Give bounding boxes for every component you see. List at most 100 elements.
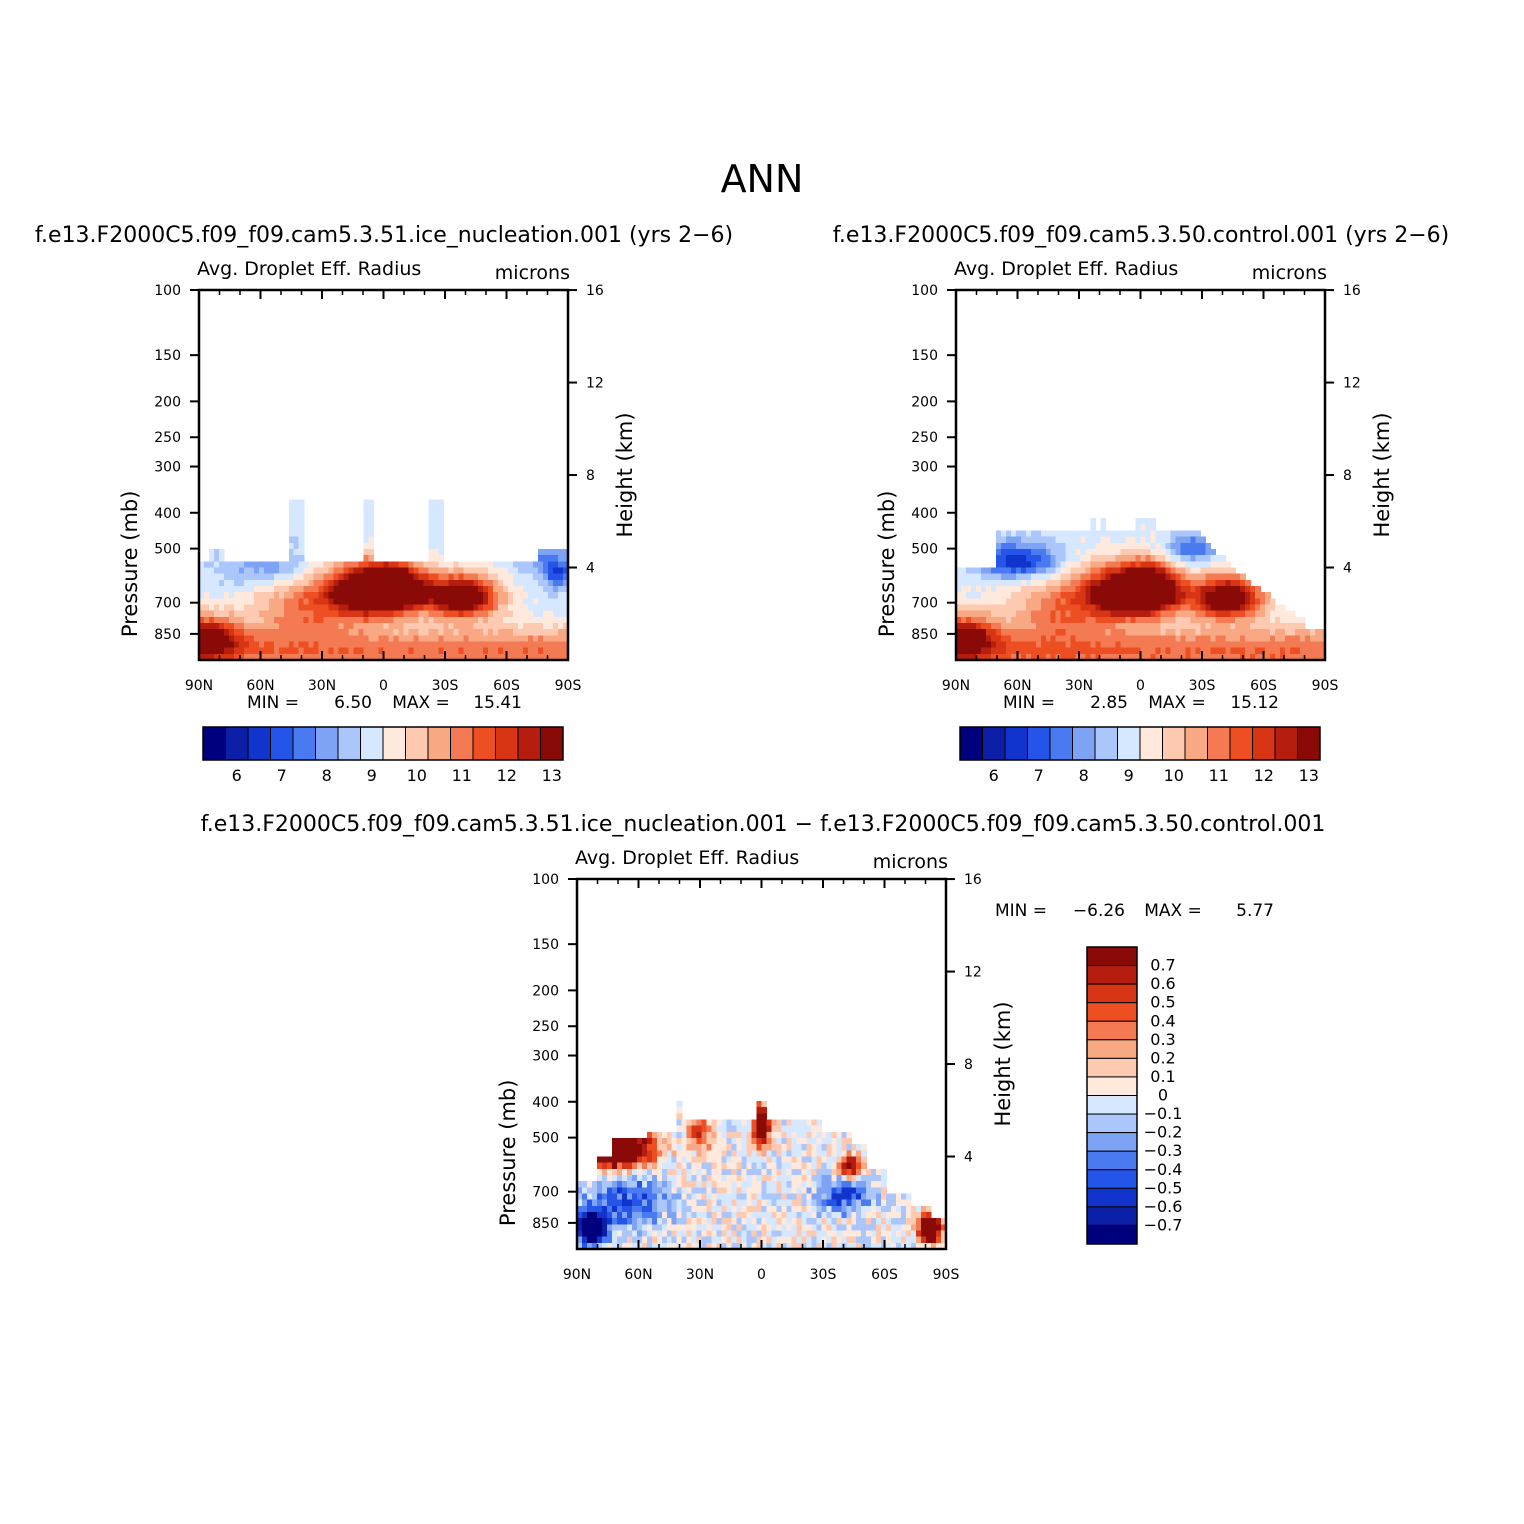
- heatmap-cell: [811, 1242, 817, 1250]
- heatmap-cell: [483, 567, 489, 575]
- heatmap-cell: [1070, 653, 1077, 661]
- heatmap-cell: [353, 635, 360, 643]
- heatmap-cell: [1195, 635, 1201, 643]
- heatmap-cell: [801, 1242, 807, 1250]
- heatmap-cell: [203, 635, 210, 643]
- heatmap-cell: [691, 1224, 698, 1232]
- heatmap-cell: [821, 1224, 827, 1232]
- heatmap-cell: [985, 573, 992, 581]
- heatmap-cell: [856, 1199, 862, 1207]
- heatmap-cell: [836, 1138, 842, 1145]
- heatmap-cell: [303, 598, 310, 606]
- heatmap-cell: [1255, 604, 1261, 612]
- heatmap-cell: [831, 1162, 837, 1170]
- heatmap-cell: [203, 610, 210, 618]
- heatmap-cell: [353, 604, 360, 612]
- heatmap-cell: [513, 592, 519, 599]
- heatmap-cell: [1245, 647, 1251, 655]
- heatmap-cell: [288, 561, 295, 569]
- heatmap-cell: [1100, 641, 1107, 649]
- heatmap-cell: [328, 653, 335, 661]
- heatmap-cell: [970, 598, 977, 606]
- heatmap-cell: [278, 629, 285, 636]
- heatmap-cell: [538, 592, 544, 599]
- heatmap-cell: [1215, 579, 1221, 587]
- heatmap-cell: [443, 641, 449, 649]
- heatmap-cell: [243, 586, 250, 593]
- heatmap-cell: [995, 641, 1002, 649]
- heatmap-cell: [1205, 653, 1211, 661]
- heatmap-cell: [886, 1199, 892, 1207]
- heatmap-cell: [463, 561, 469, 569]
- heatmap-cell: [278, 592, 285, 599]
- heatmap-cell: [577, 1224, 583, 1232]
- heatmap-cell: [443, 604, 449, 612]
- heatmap-cell: [538, 555, 544, 562]
- heatmap-cell: [308, 616, 315, 624]
- heatmap-cell: [243, 598, 250, 606]
- heatmap-cell: [313, 567, 320, 575]
- heatmap-cell: [1170, 616, 1177, 624]
- heatmap-cell: [811, 1168, 817, 1176]
- heatmap-cell: [508, 641, 514, 649]
- heatmap-cell: [268, 635, 275, 643]
- heatmap-cell: [866, 1193, 872, 1201]
- heatmap-cell: [1150, 647, 1157, 655]
- y-tick-label: 100: [532, 872, 559, 888]
- heatmap-cell: [1035, 561, 1042, 569]
- colorbar-swatch: [1207, 726, 1231, 761]
- heatmap-cell: [403, 610, 410, 618]
- heatmap-cell: [488, 623, 494, 630]
- heatmap-cell: [1190, 635, 1196, 643]
- heatmap-cell: [1085, 586, 1092, 593]
- heatmap-cell: [970, 623, 977, 630]
- heatmap-cell: [716, 1205, 723, 1213]
- heatmap-cell: [1320, 641, 1326, 649]
- heatmap-cell: [666, 1168, 673, 1176]
- heatmap-cell: [388, 653, 395, 661]
- heatmap-cell: [518, 641, 524, 649]
- heatmap-cell: [503, 616, 509, 624]
- heatmap-cell: [1110, 598, 1117, 606]
- heatmap-cell: [666, 1162, 673, 1170]
- heatmap-cell: [766, 1230, 773, 1238]
- heatmap-cell: [906, 1212, 912, 1219]
- heatmap-cell: [563, 549, 569, 556]
- heatmap-cell: [1035, 567, 1042, 575]
- heatmap-cell: [228, 579, 235, 587]
- heatmap-cell: [1055, 635, 1062, 643]
- heatmap-cell: [473, 653, 479, 661]
- heatmap-cell: [1240, 647, 1246, 655]
- heatmap-cell: [985, 592, 992, 599]
- colorbar-frame: [1086, 946, 1138, 1245]
- heatmap-cell: [1200, 555, 1206, 562]
- heatmap-cell: [1025, 598, 1032, 606]
- heatmap-cell: [1075, 530, 1082, 538]
- heatmap-cell: [1035, 530, 1042, 538]
- heatmap-cell: [428, 592, 434, 599]
- heatmap-cell: [1005, 549, 1012, 556]
- heatmap-cell: [671, 1181, 678, 1188]
- heatmap-cell: [1125, 641, 1132, 649]
- heatmap-cell: [1110, 567, 1117, 575]
- heatmap-cell: [985, 610, 992, 618]
- heatmap-cell: [901, 1218, 907, 1225]
- heatmap-cell: [636, 1218, 643, 1225]
- heatmap-cell: [1135, 653, 1142, 661]
- heatmap-cell: [1175, 616, 1181, 624]
- heatmap-cell: [1190, 555, 1196, 562]
- y-right-tick-label: 4: [964, 1150, 973, 1166]
- heatmap-cell: [373, 629, 380, 636]
- heatmap-cell: [438, 653, 444, 661]
- heatmap-cell: [1260, 592, 1266, 599]
- heatmap-cell: [1045, 579, 1052, 587]
- heatmap-cell: [577, 1181, 583, 1188]
- heatmap-cell: [388, 610, 395, 618]
- heatmap-cell: [1150, 616, 1157, 624]
- heatmap-cell: [636, 1168, 643, 1176]
- heatmap-cell: [970, 647, 977, 655]
- heatmap-cell: [1005, 542, 1012, 550]
- heatmap-cell: [916, 1236, 922, 1244]
- heatmap-cell: [936, 1236, 942, 1244]
- heatmap-cell: [756, 1138, 763, 1145]
